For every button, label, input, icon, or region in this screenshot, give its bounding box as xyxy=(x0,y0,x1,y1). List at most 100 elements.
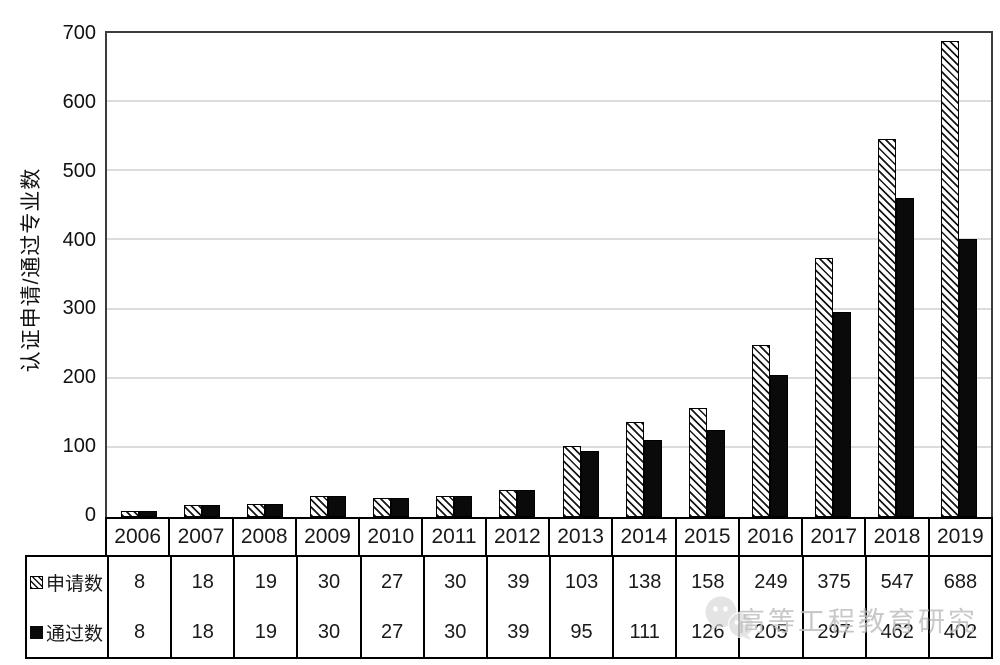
bar-applications-2015 xyxy=(688,407,707,517)
year-cell-2014: 2014 xyxy=(611,519,674,555)
y-tick-label-100: 100 xyxy=(62,435,96,458)
legend-approved: 通过数 xyxy=(27,607,107,657)
bar-applications-2007 xyxy=(183,504,202,517)
table-cell-通过数-2016: 205 xyxy=(738,607,801,657)
y-tick-label-500: 500 xyxy=(62,159,96,182)
table-cell-通过数-2013: 95 xyxy=(548,607,612,657)
year-cell-2007: 2007 xyxy=(168,519,231,555)
bar-groups xyxy=(107,33,991,517)
bar-applications-2012 xyxy=(499,490,518,517)
gridline-100 xyxy=(107,445,991,448)
bar-applications-2006 xyxy=(120,511,139,517)
year-header-row: 2006 2007 2008 2009 2010 2011 2012 2013 2014 2015… xyxy=(105,517,993,557)
gridline-200 xyxy=(107,376,991,379)
gridline-500 xyxy=(107,169,991,172)
table-cell-申请数-2009: 30 xyxy=(296,557,359,607)
year-cell-2006: 2006 xyxy=(114,525,161,548)
bar-approved-2011 xyxy=(454,496,473,517)
y-tick-label-600: 600 xyxy=(62,90,96,113)
table-cell-通过数-2006: 8 xyxy=(107,607,170,657)
legend-approved-label: 通过数 xyxy=(46,623,104,645)
bar-group-2011 xyxy=(423,33,486,517)
table-row-approved: 通过数 8 18 19 30 27 30 39 95 111 126 205 297 462 402 xyxy=(27,607,991,657)
table-cell-通过数-2007: 18 xyxy=(170,607,233,657)
table-cell-通过数-2017: 297 xyxy=(801,607,865,657)
table-cell-申请数-2018: 547 xyxy=(864,557,928,607)
bar-approved-2012 xyxy=(517,490,536,517)
bar-group-2019 xyxy=(928,33,991,517)
table-cell-申请数-2016: 249 xyxy=(738,557,801,607)
bar-approved-2009 xyxy=(327,496,346,517)
bar-approved-2013 xyxy=(580,451,599,517)
bar-applications-2018 xyxy=(878,138,897,517)
table-cell-申请数-2012: 39 xyxy=(485,557,549,607)
hatched-swatch-icon xyxy=(30,575,43,589)
bar-group-2017 xyxy=(802,33,865,517)
bar-group-2014 xyxy=(612,33,675,517)
table-cell-申请数-2015: 158 xyxy=(675,557,738,607)
table-cell-通过数-2011: 30 xyxy=(422,607,486,657)
year-cell-2010: 2010 xyxy=(358,519,421,555)
table-cell-申请数-2010: 27 xyxy=(359,557,423,607)
bar-group-2007 xyxy=(170,33,233,517)
year-cell-2009: 2009 xyxy=(294,519,358,555)
bar-approved-2019 xyxy=(959,239,978,517)
y-tick-label-700: 700 xyxy=(62,22,96,44)
bar-approved-2014 xyxy=(643,440,662,517)
table-cell-申请数-2019: 688 xyxy=(927,557,991,607)
gridline-300 xyxy=(107,307,991,310)
table-cell-通过数-2015: 126 xyxy=(675,607,738,657)
bar-approved-2015 xyxy=(706,429,725,517)
bar-group-2016 xyxy=(738,33,801,517)
year-cell-2018: 2018 xyxy=(864,519,927,555)
table-cell-通过数-2009: 30 xyxy=(296,607,359,657)
year-cell-2015: 2015 xyxy=(674,519,738,555)
table-cell-申请数-2014: 138 xyxy=(612,557,675,607)
table-cell-通过数-2010: 27 xyxy=(359,607,423,657)
row-values-approved: 8 18 19 30 27 30 39 95 111 126 205 297 462 402 xyxy=(107,607,991,657)
bar-approved-2016 xyxy=(769,375,788,517)
year-cell-2016: 2016 xyxy=(737,519,801,555)
bar-group-2012 xyxy=(486,33,549,517)
data-table: 申请数 8 18 19 30 27 30 39 103 138 158 249 375 547 688 通… xyxy=(25,555,993,659)
year-cell-2017: 2017 xyxy=(801,519,864,555)
bar-approved-2007 xyxy=(201,504,220,517)
legend-applications: 申请数 xyxy=(27,557,107,607)
bar-group-2013 xyxy=(549,33,612,517)
bar-group-2008 xyxy=(233,33,296,517)
table-row-applications: 申请数 8 18 19 30 27 30 39 103 138 158 249 375 547 688 xyxy=(27,557,991,607)
bar-group-2015 xyxy=(675,33,738,517)
row-values-applications: 8 18 19 30 27 30 39 103 138 158 249 375 547 688 xyxy=(107,557,991,607)
bar-applications-2010 xyxy=(373,498,392,517)
bar-applications-2009 xyxy=(309,496,328,517)
table-cell-通过数-2012: 39 xyxy=(485,607,549,657)
gridline-600 xyxy=(107,100,991,103)
bar-approved-2008 xyxy=(264,503,283,517)
plot-area xyxy=(105,31,993,517)
bar-group-2006 xyxy=(107,33,170,517)
year-cell-2011: 2011 xyxy=(421,519,484,555)
table-cell-申请数-2006: 8 xyxy=(107,557,170,607)
y-tick-label-400: 400 xyxy=(62,228,96,251)
year-cell-2013: 2013 xyxy=(547,519,611,555)
bar-approved-2018 xyxy=(896,197,915,517)
bar-group-2010 xyxy=(360,33,423,517)
table-cell-申请数-2013: 103 xyxy=(548,557,612,607)
bar-approved-2017 xyxy=(833,311,852,517)
table-cell-申请数-2007: 18 xyxy=(170,557,233,607)
y-tick-label-200: 200 xyxy=(62,366,96,389)
gridline-400 xyxy=(107,238,991,241)
y-tick-label-0: 0 xyxy=(84,504,96,526)
bar-applications-2016 xyxy=(751,344,770,517)
table-cell-申请数-2008: 19 xyxy=(233,557,296,607)
solid-swatch-icon xyxy=(30,625,43,639)
table-cell-申请数-2017: 375 xyxy=(801,557,865,607)
bar-applications-2013 xyxy=(562,445,581,517)
bar-applications-2017 xyxy=(815,257,834,517)
y-tick-label-300: 300 xyxy=(62,297,96,320)
table-cell-通过数-2019: 402 xyxy=(927,607,991,657)
bar-group-2009 xyxy=(296,33,359,517)
table-cell-申请数-2011: 30 xyxy=(422,557,486,607)
bar-applications-2008 xyxy=(246,503,265,517)
